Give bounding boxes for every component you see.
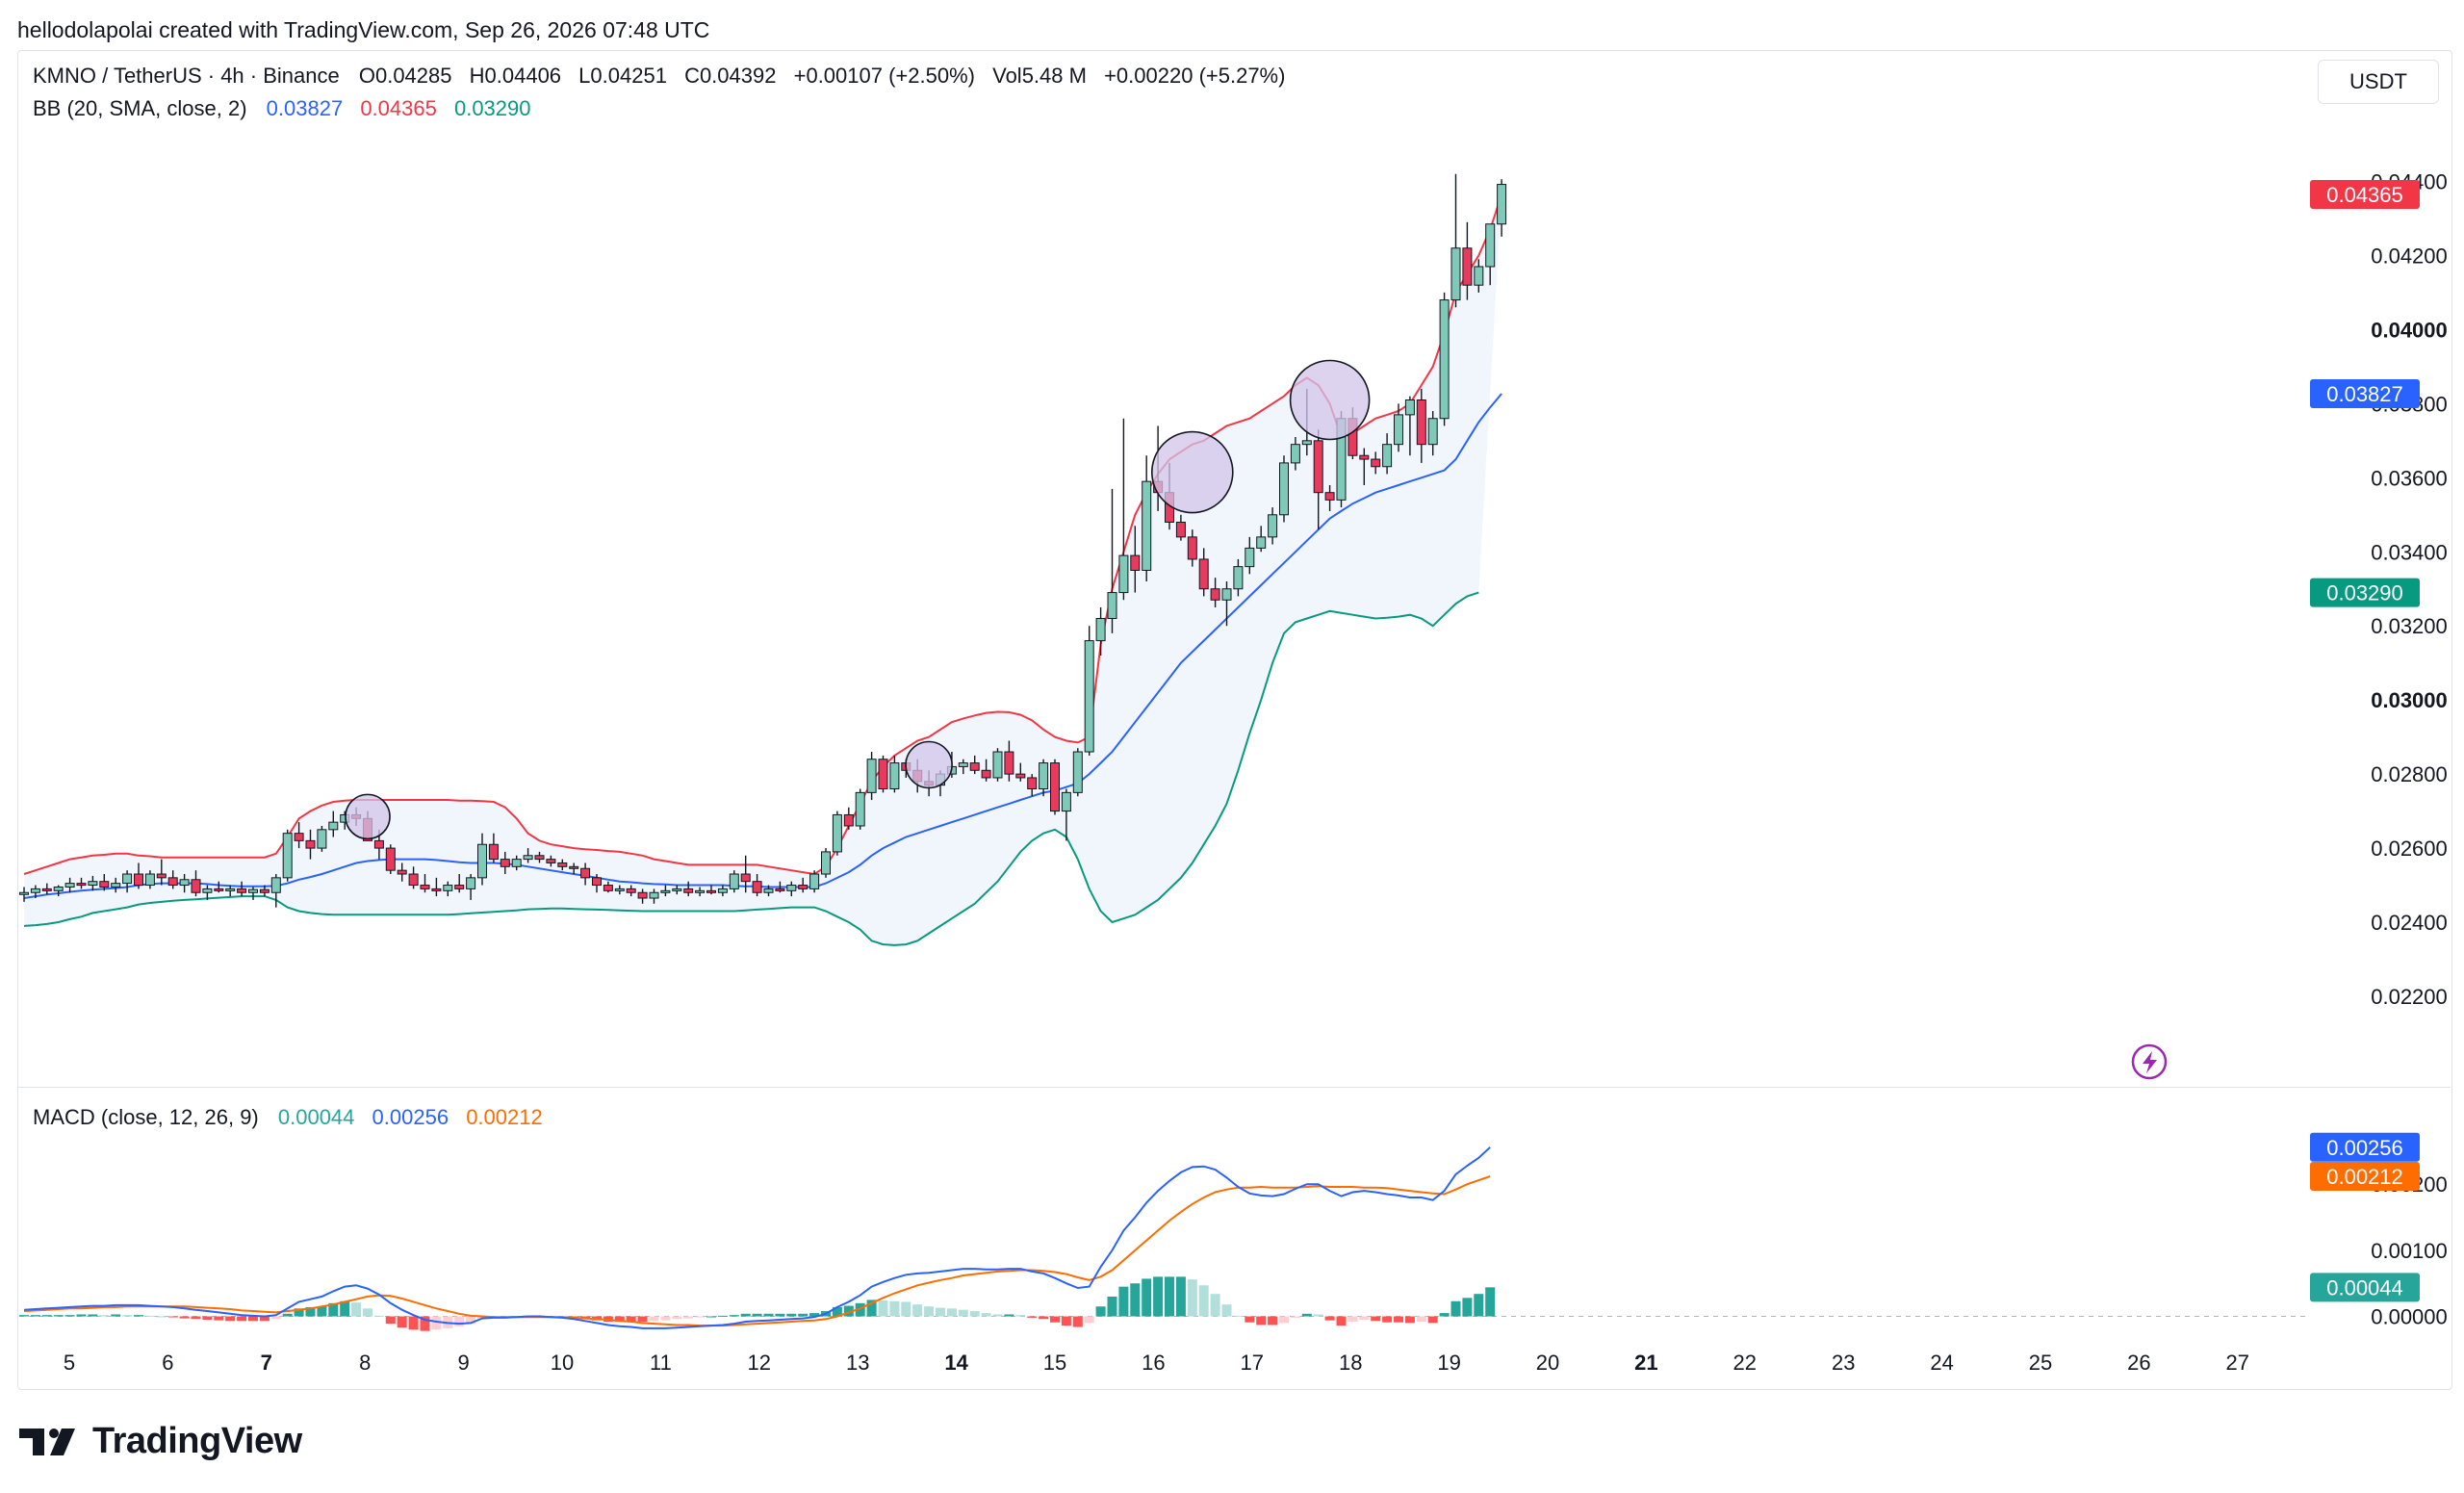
symbol-title[interactable]: KMNO / TetherUS · 4h · Binance (33, 64, 340, 88)
bb-upper-value: 0.04365 (360, 96, 437, 120)
price-legend: KMNO / TetherUS · 4h · Binance O0.04285 … (33, 64, 1296, 89)
ohlc-change: +0.00107 (+2.50%) (793, 64, 975, 88)
tradingview-logo[interactable]: TradingView (19, 1421, 302, 1462)
bb-basis-value: 0.03827 (266, 96, 344, 120)
tradingview-wordmark: TradingView (92, 1421, 302, 1461)
macd-line-value: 0.00256 (372, 1105, 449, 1129)
pane-separator[interactable] (17, 1087, 2451, 1088)
chart-frame (17, 50, 2452, 1390)
bb-indicator-label[interactable]: BB (20, SMA, close, 2) (33, 96, 247, 120)
macd-signal-value: 0.00212 (466, 1105, 543, 1129)
volume-value: Vol5.48 M (992, 64, 1087, 88)
macd-indicator-label[interactable]: MACD (close, 12, 26, 9) (33, 1105, 259, 1129)
ohlc-close: C0.04392 (684, 64, 777, 88)
ohlc-open: O0.04285 (358, 64, 452, 88)
tradingview-logo-icon (19, 1428, 75, 1455)
ohlc-low: L0.04251 (578, 64, 667, 88)
ohlc-high: H0.04406 (469, 64, 562, 88)
macd-legend: MACD (close, 12, 26, 9) 0.00044 0.00256 … (33, 1105, 554, 1130)
macd-hist-value: 0.00044 (277, 1105, 355, 1129)
volume-change: +0.00220 (+5.27%) (1104, 64, 1286, 88)
bb-legend: BB (20, SMA, close, 2) 0.03827 0.04365 0… (33, 96, 543, 121)
bb-lower-value: 0.03290 (453, 96, 531, 120)
currency-button[interactable]: USDT (2318, 60, 2439, 104)
chart-byline: hellodolapolai created with TradingView.… (17, 17, 710, 42)
